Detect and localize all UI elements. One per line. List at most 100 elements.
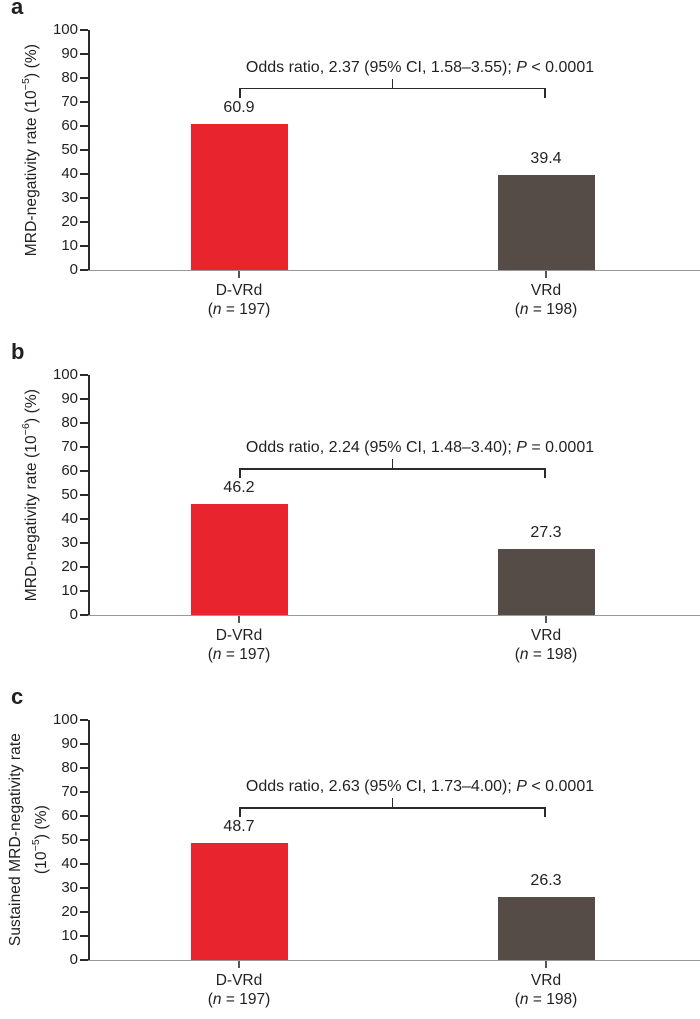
x-category-label: VRd (n = 198) (514, 282, 578, 318)
y-tick-label: 0 (69, 951, 78, 968)
bar-value-label: 39.4 (530, 150, 562, 168)
y-tick-label: 0 (69, 606, 78, 623)
y-tick-label: 80 (61, 414, 78, 431)
y-tick-label: 60 (61, 462, 78, 479)
comparison-bracket-line (239, 87, 546, 90)
panel-a: a MRD-negativity rate (10−5) (%) 0 10 20 30 40… (0, 0, 700, 345)
y-tick (80, 398, 88, 400)
y-tick-label: 100 (52, 366, 78, 383)
y-tick-label: 50 (61, 141, 78, 158)
panel-letter: a (11, 0, 24, 19)
y-tick (80, 887, 88, 889)
y-axis-label-text: MRD-negativity rate (10−5) (%) (19, 43, 41, 257)
y-tick-label: 30 (61, 534, 78, 551)
y-tick (80, 719, 88, 721)
y-tick-label: 40 (61, 510, 78, 527)
y-tick-label: 90 (61, 45, 78, 62)
y-tick (80, 149, 88, 151)
y-tick (80, 101, 88, 103)
y-tick (80, 743, 88, 745)
panel-c: c Sustained MRD-negativity rate (10−5) (%)… (0, 686, 700, 1019)
comparison-bracket-left-tick (239, 87, 241, 98)
y-tick (80, 518, 88, 520)
y-tick (80, 959, 88, 961)
comparison-bracket-right-tick (544, 87, 546, 98)
bar-value-label: 46.2 (223, 479, 255, 497)
y-tick-label: 70 (61, 93, 78, 110)
y-tick (80, 374, 88, 376)
x-category-label: VRd (n = 198) (514, 627, 578, 663)
y-tick-label: 30 (61, 189, 78, 206)
y-axis-line (88, 375, 90, 616)
comparison-bracket-line (239, 807, 546, 809)
panel-letter: c (11, 684, 24, 709)
y-tick (80, 863, 88, 865)
y-tick (80, 269, 88, 271)
comparison-bracket-line (239, 468, 546, 470)
comparison-bracket-right-tick (544, 807, 546, 818)
y-tick-label: 50 (61, 831, 78, 848)
odds-ratio-annotation: Odds ratio, 2.37 (95% CI, 1.58–3.55); P … (245, 58, 595, 76)
y-tick-label: 100 (52, 711, 78, 728)
panel-b: b MRD-negativity rate (10−6) (%) 0 10 20 30 40… (0, 341, 700, 690)
bar-value-label: 48.7 (223, 818, 255, 836)
comparison-bracket-center-tick (391, 78, 394, 88)
y-tick-label: 20 (61, 903, 78, 920)
y-axis-label-text: MRD-negativity rate (10−6) (%) (19, 388, 41, 602)
y-tick-label: 100 (52, 21, 78, 38)
y-tick-label: 60 (61, 117, 78, 134)
y-tick-label: 20 (61, 558, 78, 575)
y-tick-label: 70 (61, 438, 78, 455)
y-tick-label: 90 (61, 735, 78, 752)
bar-vrd (497, 896, 595, 960)
y-tick (80, 245, 88, 247)
y-tick (80, 839, 88, 841)
bar-vrd (497, 549, 595, 615)
bar-vrd (497, 175, 595, 270)
bar-value-label: 26.3 (530, 871, 562, 889)
odds-ratio-annotation: Odds ratio, 2.24 (95% CI, 1.48–3.40); P … (245, 439, 595, 457)
y-tick (80, 422, 88, 424)
x-tick (545, 616, 547, 623)
bar-dvrd (190, 843, 288, 960)
x-category-label: D-VRd (n = 197) (207, 282, 271, 318)
comparison-bracket-left-tick (239, 807, 241, 818)
y-tick (80, 767, 88, 769)
y-tick (80, 173, 88, 175)
y-tick (80, 791, 88, 793)
x-axis-line (88, 269, 700, 271)
y-tick (80, 494, 88, 496)
y-tick (80, 542, 88, 544)
x-tick (545, 271, 547, 278)
bar-value-label: 60.9 (223, 98, 255, 116)
y-tick (80, 614, 88, 616)
comparison-bracket-center-tick (391, 459, 394, 469)
y-tick (80, 53, 88, 55)
bar-value-label: 27.3 (530, 524, 562, 542)
y-tick (80, 911, 88, 913)
y-tick-label: 10 (61, 237, 78, 254)
y-axis-line (88, 30, 90, 271)
y-tick-label: 40 (61, 855, 78, 872)
x-axis-line (88, 614, 700, 616)
y-tick-label: 80 (61, 69, 78, 86)
y-tick-label: 60 (61, 807, 78, 824)
y-tick (80, 77, 88, 79)
comparison-bracket-center-tick (391, 798, 394, 808)
x-tick (238, 271, 240, 278)
x-category-label: VRd (n = 198) (514, 972, 578, 1008)
y-tick (80, 815, 88, 817)
y-tick (80, 197, 88, 199)
y-tick (80, 935, 88, 937)
y-tick-label: 0 (69, 261, 78, 278)
x-tick (238, 616, 240, 623)
x-tick (545, 961, 547, 968)
y-tick-label: 40 (61, 165, 78, 182)
y-tick (80, 566, 88, 568)
y-tick (80, 446, 88, 448)
y-tick-label: 20 (61, 213, 78, 230)
y-tick (80, 125, 88, 127)
panel-letter: b (11, 339, 25, 364)
y-tick-label: 80 (61, 759, 78, 776)
